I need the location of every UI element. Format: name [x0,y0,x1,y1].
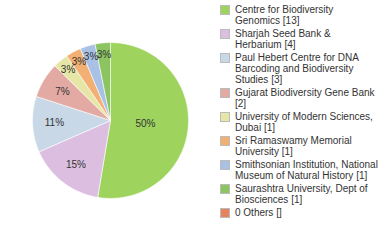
svg-text:3%: 3% [71,56,87,68]
svg-text:7%: 7% [55,86,70,97]
html-text:Centre for Biodiversity Genomi: Centre for Biodiversity Genomics [13] [235,4,334,26]
html-text:University of Modern Sciences,: University of Modern Sciences, Dubai [1] [235,111,373,133]
svg-text:50%: 50% [135,118,155,129]
html-text:Sharjah Seed Bank & Herbarium: Sharjah Seed Bank & Herbarium [4] [235,28,331,50]
svg-text:11%: 11% [45,117,64,128]
html-text:Gujarat Biodiversity Gene Bank: Gujarat Biodiversity Gene Bank [2] [235,87,375,109]
html-text:Sri Ramaswamy Memorial Univers: Sri Ramaswamy Memorial University [1] [235,135,352,157]
svg-text:15%: 15% [66,159,86,170]
html-text:Paul Hebert Centre for DNA Bar: Paul Hebert Centre for DNA Barcoding and… [235,52,359,85]
svg-text:3%: 3% [83,51,99,63]
html-text:Smithsonian Institution, Natio: Smithsonian Institution, National Museum… [235,159,378,181]
html-text:0 Others []: 0 Others [] [235,207,282,218]
svg-text:3%: 3% [97,49,112,60]
html-text:Saurashtra University, Dept of: Saurashtra University, Dept of Bioscienc… [235,183,368,205]
svg-text:3%: 3% [60,63,76,75]
